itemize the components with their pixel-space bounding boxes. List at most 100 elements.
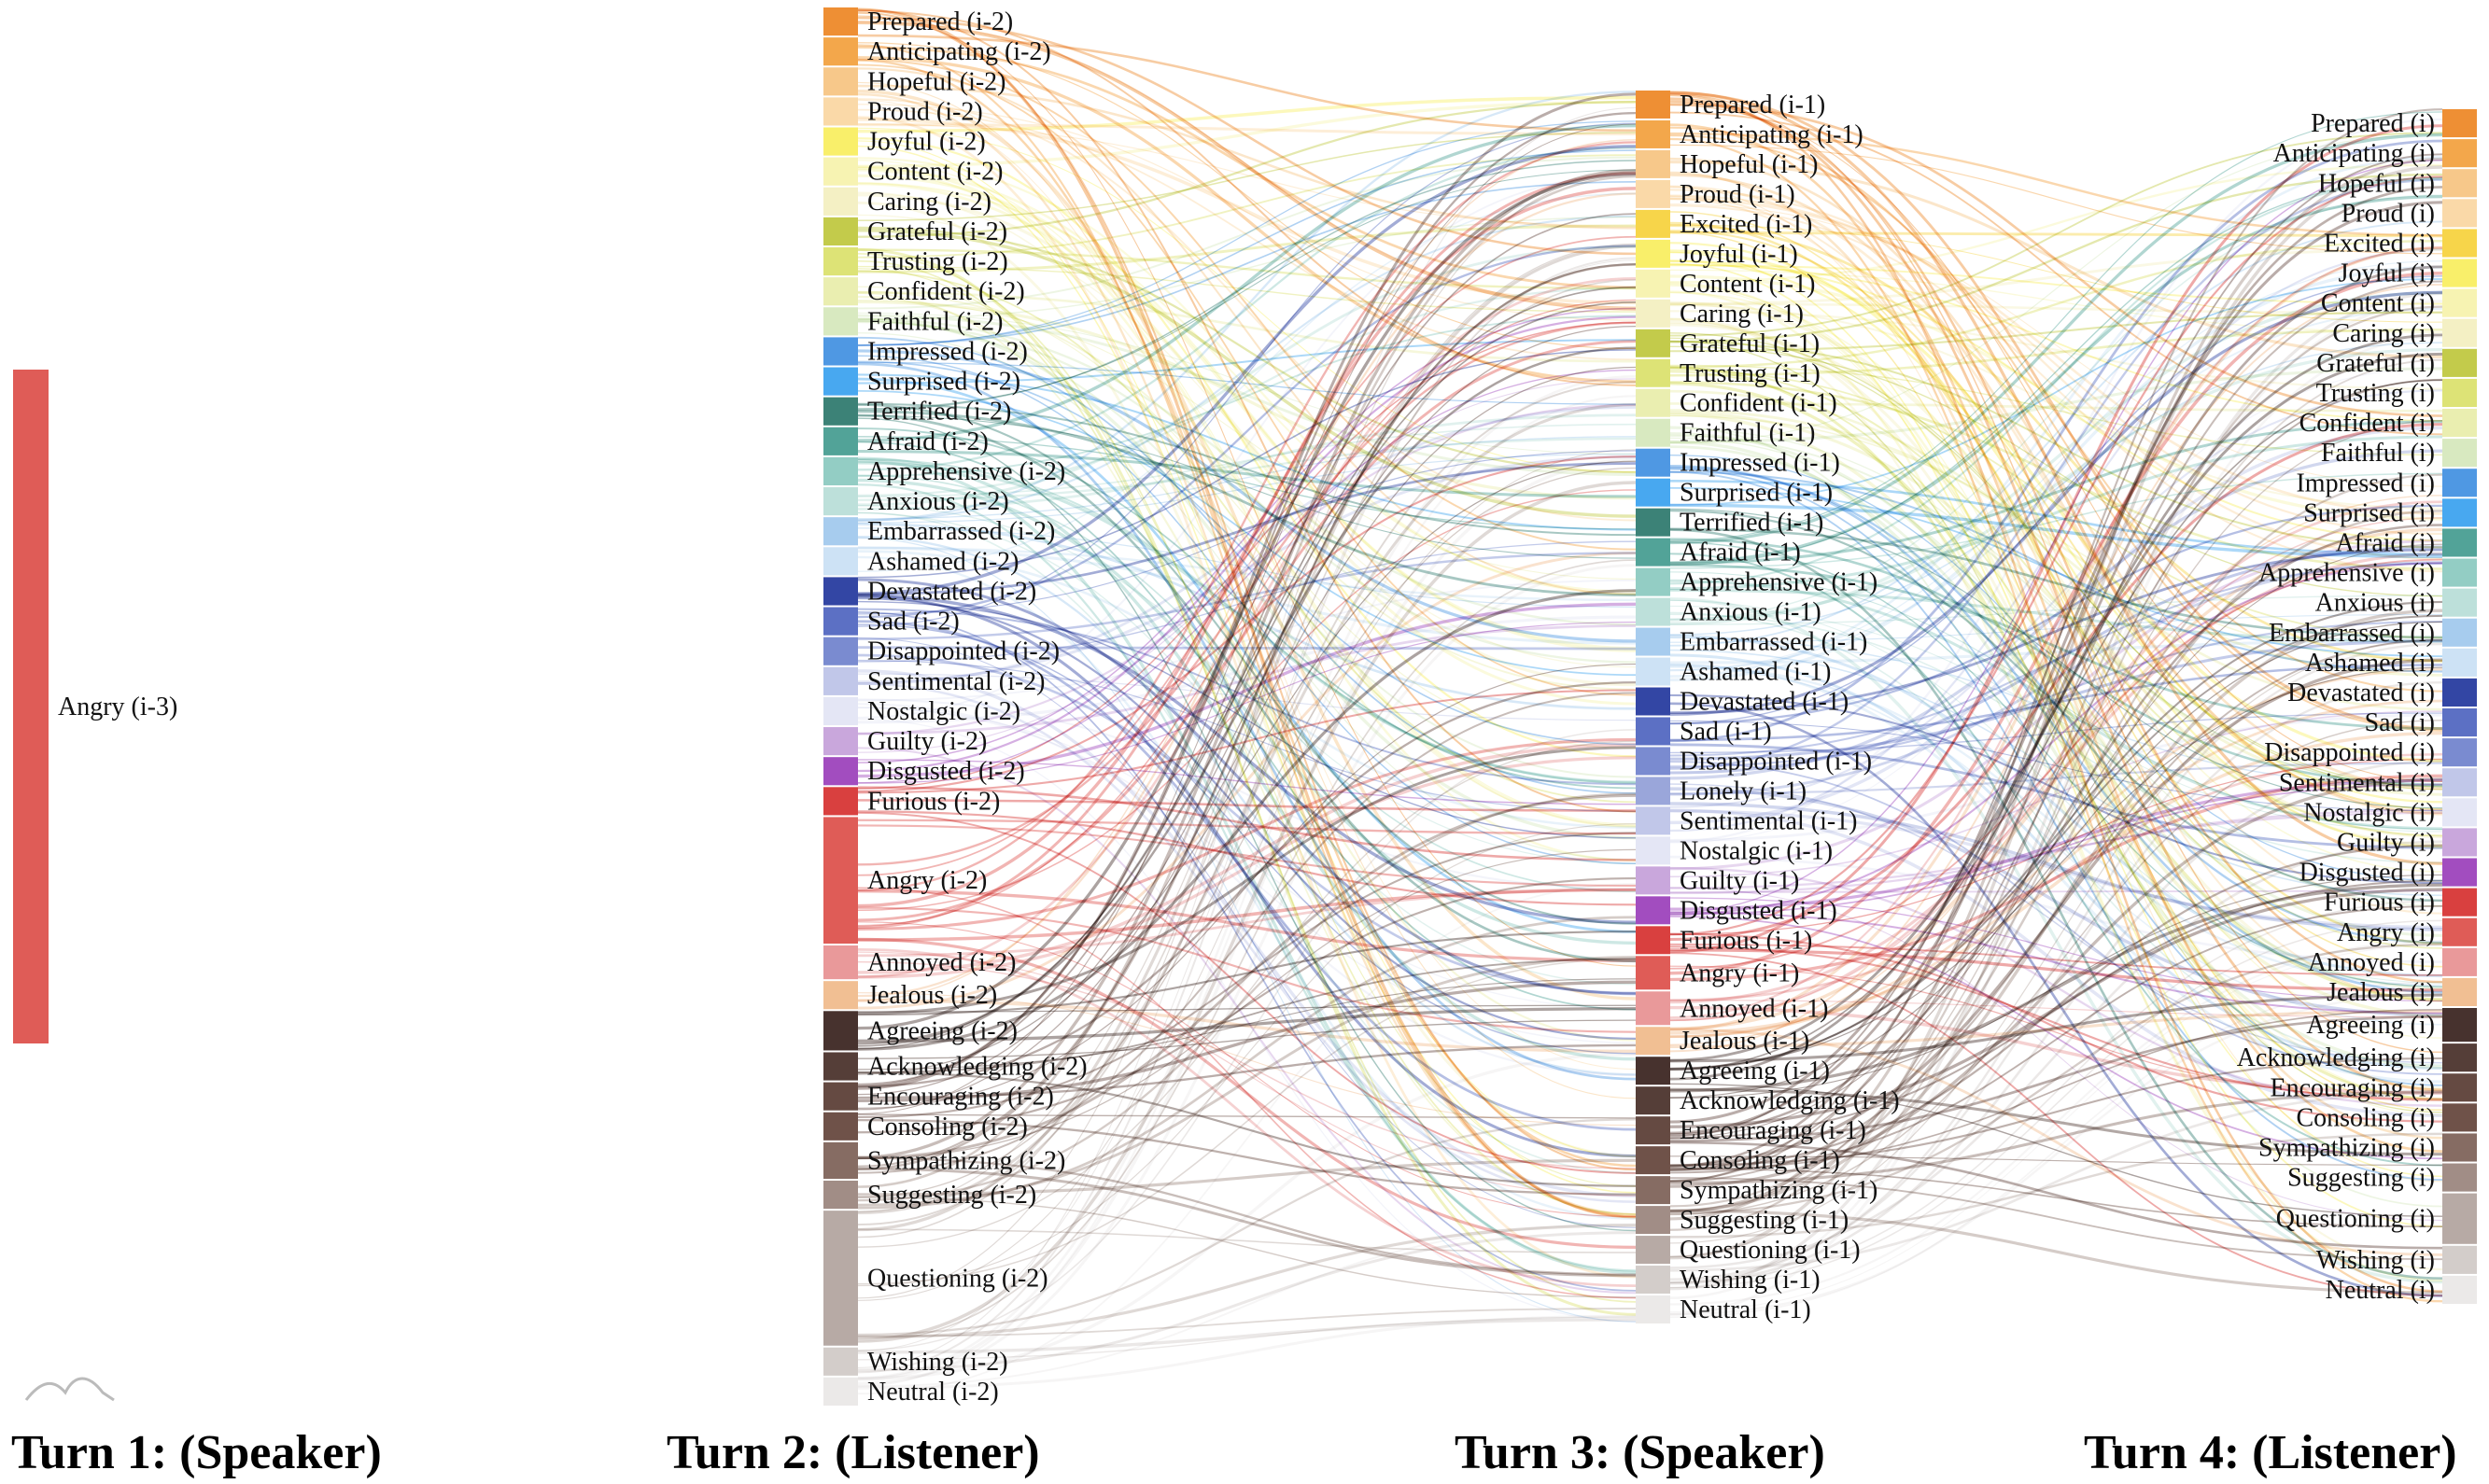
node-disgusted-i-1[interactable]: [1636, 896, 1670, 925]
node-hopeful-i[interactable]: [2442, 169, 2477, 198]
node-excited-i-1[interactable]: [1636, 209, 1670, 238]
node-sympathizing-i-1[interactable]: [1636, 1176, 1670, 1205]
node-content-i-2[interactable]: [823, 157, 858, 186]
node-proud-i-2[interactable]: [823, 97, 858, 126]
node-caring-i[interactable]: [2442, 318, 2477, 347]
node-embarrassed-i-1[interactable]: [1636, 627, 1670, 656]
node-encouraging-i-2[interactable]: [823, 1082, 858, 1111]
node-jealous-i-1[interactable]: [1636, 1027, 1670, 1056]
node-devastated-i[interactable]: [2442, 678, 2477, 707]
node-wishing-i-1[interactable]: [1636, 1266, 1670, 1295]
node-furious-i-1[interactable]: [1636, 926, 1670, 955]
node-confident-i[interactable]: [2442, 409, 2477, 438]
node-proud-i-1[interactable]: [1636, 179, 1670, 208]
node-trusting-i-2[interactable]: [823, 247, 858, 276]
node-angry-i-3[interactable]: [13, 370, 49, 1043]
node-terrified-i-2[interactable]: [823, 397, 858, 426]
node-surprised-i-2[interactable]: [823, 367, 858, 396]
node-joyful-i[interactable]: [2442, 259, 2477, 287]
node-angry-i-2[interactable]: [823, 817, 858, 945]
node-acknowledging-i-2[interactable]: [823, 1052, 858, 1081]
node-wishing-i-2[interactable]: [823, 1347, 858, 1376]
node-afraid-i[interactable]: [2442, 528, 2477, 557]
node-agreeing-i-2[interactable]: [823, 1011, 858, 1051]
node-disappointed-i-2[interactable]: [823, 637, 858, 665]
node-joyful-i-1[interactable]: [1636, 239, 1670, 268]
node-surprised-i[interactable]: [2442, 498, 2477, 527]
node-furious-i-2[interactable]: [823, 787, 858, 816]
node-neutral-i-1[interactable]: [1636, 1295, 1670, 1323]
node-embarrassed-i[interactable]: [2442, 618, 2477, 647]
node-neutral-i[interactable]: [2442, 1275, 2477, 1304]
node-grateful-i[interactable]: [2442, 348, 2477, 377]
node-suggesting-i[interactable]: [2442, 1163, 2477, 1192]
node-caring-i-2[interactable]: [823, 187, 858, 216]
node-questioning-i-1[interactable]: [1636, 1236, 1670, 1265]
node-surprised-i-1[interactable]: [1636, 478, 1670, 507]
node-anticipating-i-2[interactable]: [823, 37, 858, 66]
node-sentimental-i-1[interactable]: [1636, 806, 1670, 835]
node-agreeing-i[interactable]: [2442, 1008, 2477, 1043]
node-angry-i-1[interactable]: [1636, 956, 1670, 990]
node-prepared-i-1[interactable]: [1636, 91, 1670, 119]
node-devastated-i-2[interactable]: [823, 577, 858, 606]
node-ashamed-i-2[interactable]: [823, 547, 858, 576]
node-suggesting-i-2[interactable]: [823, 1181, 858, 1210]
node-apprehensive-i-1[interactable]: [1636, 567, 1670, 596]
node-annoyed-i-1[interactable]: [1636, 991, 1670, 1026]
node-afraid-i-1[interactable]: [1636, 538, 1670, 567]
node-faithful-i[interactable]: [2442, 439, 2477, 468]
node-wishing-i[interactable]: [2442, 1245, 2477, 1274]
node-terrified-i-1[interactable]: [1636, 508, 1670, 537]
node-sentimental-i-2[interactable]: [823, 666, 858, 695]
node-neutral-i-2[interactable]: [823, 1377, 858, 1406]
node-impressed-i[interactable]: [2442, 469, 2477, 497]
node-disappointed-i-1[interactable]: [1636, 747, 1670, 776]
node-disgusted-i[interactable]: [2442, 858, 2477, 887]
node-trusting-i-1[interactable]: [1636, 358, 1670, 387]
node-anticipating-i-1[interactable]: [1636, 119, 1670, 148]
node-sympathizing-i[interactable]: [2442, 1133, 2477, 1162]
node-hopeful-i-2[interactable]: [823, 67, 858, 96]
node-furious-i[interactable]: [2442, 888, 2477, 917]
node-grateful-i-1[interactable]: [1636, 329, 1670, 357]
node-content-i-1[interactable]: [1636, 269, 1670, 298]
node-sad-i-1[interactable]: [1636, 717, 1670, 746]
node-questioning-i[interactable]: [2442, 1193, 2477, 1244]
node-proud-i[interactable]: [2442, 199, 2477, 228]
node-ashamed-i[interactable]: [2442, 648, 2477, 677]
node-sentimental-i[interactable]: [2442, 768, 2477, 797]
node-acknowledging-i[interactable]: [2442, 1043, 2477, 1072]
node-jealous-i[interactable]: [2442, 977, 2477, 1006]
node-angry-i[interactable]: [2442, 917, 2477, 946]
node-faithful-i-2[interactable]: [823, 307, 858, 336]
node-anxious-i-2[interactable]: [823, 487, 858, 516]
node-nostalgic-i-2[interactable]: [823, 696, 858, 726]
node-content-i[interactable]: [2442, 288, 2477, 317]
node-annoyed-i[interactable]: [2442, 947, 2477, 976]
node-ashamed-i-1[interactable]: [1636, 657, 1670, 686]
node-prepared-i[interactable]: [2442, 109, 2477, 138]
node-jealous-i-2[interactable]: [823, 981, 858, 1010]
node-nostalgic-i[interactable]: [2442, 798, 2477, 827]
node-anxious-i-1[interactable]: [1636, 597, 1670, 626]
node-impressed-i-1[interactable]: [1636, 448, 1670, 477]
node-embarrassed-i-2[interactable]: [823, 517, 858, 546]
node-devastated-i-1[interactable]: [1636, 687, 1670, 716]
node-impressed-i-2[interactable]: [823, 337, 858, 366]
node-confident-i-1[interactable]: [1636, 388, 1670, 417]
node-agreeing-i-1[interactable]: [1636, 1057, 1670, 1085]
node-questioning-i-2[interactable]: [823, 1211, 858, 1346]
node-apprehensive-i-2[interactable]: [823, 456, 858, 486]
node-hopeful-i-1[interactable]: [1636, 149, 1670, 178]
node-consoling-i-1[interactable]: [1636, 1146, 1670, 1175]
node-sad-i[interactable]: [2442, 708, 2477, 737]
node-suggesting-i-1[interactable]: [1636, 1206, 1670, 1235]
node-anticipating-i[interactable]: [2442, 139, 2477, 168]
node-guilty-i[interactable]: [2442, 828, 2477, 857]
node-encouraging-i-1[interactable]: [1636, 1116, 1670, 1145]
node-annoyed-i-2[interactable]: [823, 945, 858, 980]
node-consoling-i[interactable]: [2442, 1103, 2477, 1132]
node-afraid-i-2[interactable]: [823, 427, 858, 455]
node-apprehensive-i[interactable]: [2442, 558, 2477, 587]
